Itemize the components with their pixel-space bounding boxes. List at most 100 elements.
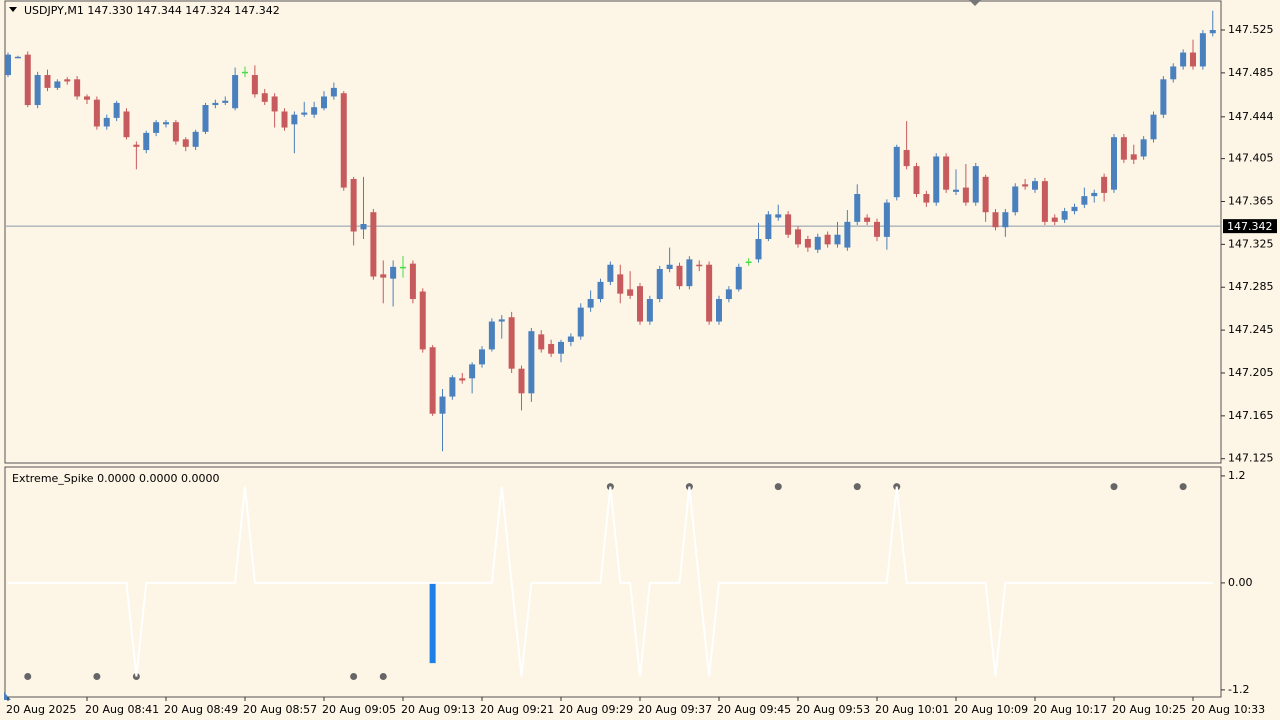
- candle-body: [508, 317, 515, 369]
- candle-body: [785, 214, 792, 235]
- candle-body: [1061, 211, 1068, 220]
- y-tick-label: -1.2: [1228, 683, 1249, 696]
- candle-body: [745, 261, 752, 264]
- candle-body: [735, 266, 742, 290]
- candle-body: [992, 212, 999, 228]
- candle-body: [814, 236, 821, 250]
- candle-body: [163, 122, 169, 125]
- candle-body: [567, 336, 574, 342]
- y-tick-label: 147.485: [1228, 66, 1274, 79]
- candle-body: [943, 156, 950, 190]
- candle-body: [84, 96, 90, 100]
- price-tag-label: 147.342: [1227, 220, 1273, 233]
- x-tick-label: 20 Aug 09:21: [480, 703, 554, 716]
- x-tick-label: 20 Aug 10:33: [1191, 703, 1265, 716]
- histogram-bar: [429, 582, 436, 664]
- candle-body: [340, 93, 347, 188]
- candle-body: [1150, 114, 1157, 140]
- candle-body: [834, 234, 841, 245]
- candle-body: [14, 56, 21, 59]
- candle-body: [34, 75, 41, 106]
- indicator-line: [8, 486, 1213, 677]
- candle-body: [350, 178, 357, 232]
- candle-body: [311, 107, 318, 115]
- candle-body: [1022, 184, 1029, 187]
- y-tick-label: 147.205: [1228, 366, 1274, 379]
- candle-body: [44, 75, 51, 88]
- y-tick-label: 147.125: [1228, 452, 1274, 465]
- candle-body: [1071, 206, 1078, 212]
- y-tick-label: 147.285: [1228, 280, 1274, 293]
- candle-body: [686, 259, 693, 287]
- candle-body: [64, 79, 71, 82]
- candle-body: [844, 221, 851, 248]
- x-tick-label: 20 Aug 10:17: [1033, 703, 1107, 716]
- candle-body: [1051, 217, 1058, 222]
- corner-marker: [4, 692, 11, 700]
- candle-body: [54, 81, 61, 88]
- candle-body: [74, 79, 81, 97]
- candle-body: [755, 239, 762, 260]
- candle-body: [429, 347, 436, 414]
- candle-body: [380, 274, 387, 278]
- candle-body: [893, 146, 900, 198]
- x-tick-label: 20 Aug 08:57: [243, 703, 317, 716]
- candle-body: [419, 291, 426, 350]
- candle-body: [449, 377, 456, 397]
- candle-body: [982, 176, 989, 213]
- indicator-panel-frame: [4, 466, 1222, 698]
- candle-body: [360, 223, 367, 230]
- signal-dot: [379, 672, 387, 680]
- y-tick-label: 147.325: [1228, 237, 1274, 250]
- candle-body: [222, 100, 229, 103]
- candle-body: [1111, 137, 1117, 190]
- candle-body: [1190, 52, 1196, 67]
- x-tick-label: 20 Aug 09:53: [796, 703, 870, 716]
- candle-body: [617, 274, 624, 294]
- signal-dot: [93, 672, 101, 680]
- candle-body: [479, 349, 485, 365]
- candle-body: [804, 239, 811, 248]
- candle-body: [5, 54, 11, 76]
- candle-body: [587, 299, 594, 308]
- candle-body: [725, 289, 732, 300]
- candle-body: [577, 307, 584, 337]
- candle-body: [883, 202, 890, 237]
- candle-body: [321, 96, 327, 109]
- x-tick-label: 20 Aug 09:05: [322, 703, 396, 716]
- candle-body: [242, 71, 248, 74]
- candle-body: [696, 264, 703, 267]
- candle-body: [923, 193, 930, 203]
- candle-body: [400, 266, 406, 269]
- candle-body: [1101, 176, 1108, 193]
- candle-body: [123, 111, 130, 138]
- signal-dot: [774, 483, 782, 491]
- symbol-header: USDJPY,M1 147.330 147.344 147.324 147.34…: [24, 4, 280, 17]
- candle-body: [113, 102, 120, 118]
- candle-body: [330, 87, 337, 97]
- candle-body: [795, 229, 801, 245]
- candle-body: [1041, 181, 1048, 222]
- candle-body: [390, 266, 397, 279]
- candle-body: [251, 75, 258, 95]
- x-tick-label: 20 Aug 08:49: [164, 703, 238, 716]
- candle-body: [1032, 181, 1038, 190]
- candle-body: [1170, 66, 1177, 80]
- candle-body: [775, 214, 782, 218]
- candle-body: [962, 187, 969, 203]
- candle-body: [637, 286, 643, 322]
- candle-body: [409, 263, 416, 300]
- candle-body: [153, 122, 160, 133]
- x-tick-label: 20 Aug 09:37: [638, 703, 712, 716]
- price-tag: [1223, 219, 1277, 234]
- candle-body: [933, 156, 940, 203]
- candle-body: [656, 269, 663, 300]
- candle-body: [874, 221, 880, 237]
- x-tick-label: 20 Aug 09:45: [717, 703, 791, 716]
- candle-body: [864, 217, 871, 222]
- y-tick-label: 147.365: [1228, 194, 1274, 207]
- candle-body: [646, 299, 653, 322]
- candle-body: [1199, 33, 1206, 67]
